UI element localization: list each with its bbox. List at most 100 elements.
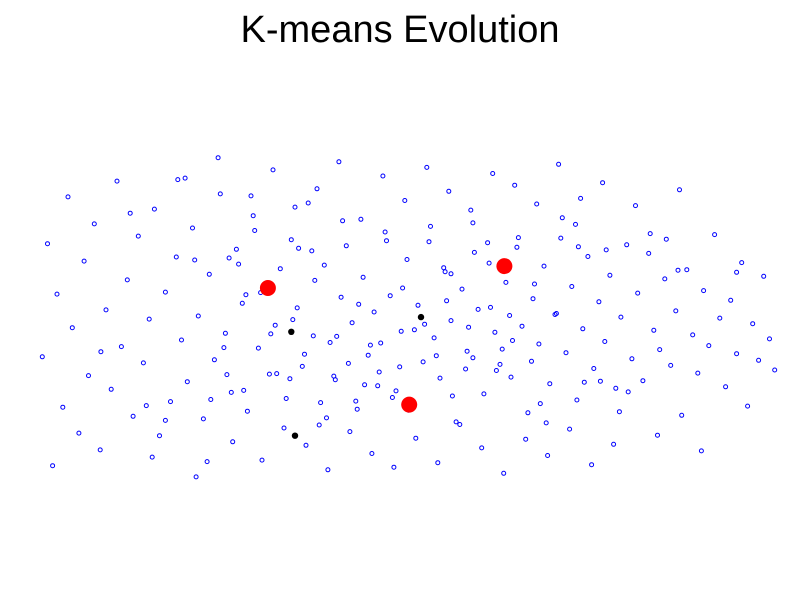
data-point: [103, 307, 109, 313]
data-point: [97, 447, 103, 453]
data-point: [471, 249, 477, 255]
data-point: [248, 193, 254, 199]
data-point: [444, 298, 450, 304]
data-point: [537, 401, 543, 407]
data-point: [69, 325, 75, 331]
data-point: [193, 474, 199, 480]
data-point: [305, 200, 311, 206]
data-point: [433, 353, 439, 359]
data-point: [206, 271, 212, 277]
data-point: [600, 180, 606, 186]
data-point: [400, 285, 406, 291]
data-point: [492, 329, 498, 335]
data-point: [310, 333, 316, 339]
data-point: [581, 379, 587, 385]
data-point: [135, 233, 141, 239]
data-point: [519, 323, 525, 329]
data-point: [302, 351, 307, 357]
data-point: [525, 410, 531, 416]
centroid-marker: [259, 280, 276, 296]
data-point: [98, 349, 104, 355]
data-point: [215, 155, 221, 161]
data-point: [529, 358, 534, 364]
data-point: [558, 235, 564, 241]
data-point: [312, 277, 318, 283]
data-point: [288, 237, 294, 243]
data-point: [536, 341, 542, 347]
data-point: [675, 267, 681, 273]
data-point: [200, 416, 206, 422]
data-point: [266, 371, 272, 377]
data-point: [651, 327, 657, 333]
data-point: [501, 470, 507, 476]
data-point: [217, 191, 223, 197]
data-point: [239, 300, 245, 306]
data-point: [255, 345, 261, 351]
data-point: [281, 425, 287, 431]
data-point: [515, 235, 521, 241]
data-point: [575, 244, 581, 250]
data-point: [745, 403, 751, 409]
data-point: [573, 221, 578, 227]
data-point: [578, 195, 584, 201]
data-point: [756, 357, 762, 363]
data-point: [108, 386, 114, 392]
data-point: [446, 188, 452, 194]
data-point: [140, 360, 146, 366]
data-point: [442, 269, 448, 275]
data-point: [553, 311, 559, 316]
data-point: [233, 246, 239, 252]
centroid-marker: [496, 258, 513, 275]
data-point: [340, 218, 346, 224]
data-point: [499, 346, 505, 352]
data-point: [463, 366, 469, 372]
data-point: [712, 232, 718, 238]
data-point: [316, 422, 322, 428]
data-point: [459, 286, 465, 292]
data-point: [195, 313, 201, 319]
data-point: [314, 186, 320, 192]
data-point: [283, 396, 289, 401]
data-point: [761, 273, 767, 279]
data-point: [448, 318, 454, 324]
data-point: [559, 215, 565, 221]
data-point: [668, 362, 674, 368]
data-point: [563, 350, 569, 356]
data-point: [596, 299, 602, 305]
data-point: [190, 225, 195, 231]
data-point: [647, 231, 653, 237]
data-point: [393, 388, 399, 394]
data-point: [734, 351, 740, 357]
data-point: [640, 378, 646, 384]
data-point: [547, 381, 553, 387]
data-point: [420, 359, 426, 365]
data-point: [236, 261, 242, 267]
data-point: [545, 453, 551, 458]
data-point: [663, 236, 669, 242]
data-point: [143, 403, 149, 409]
data-point: [173, 254, 179, 260]
data-point: [441, 265, 447, 271]
data-point: [343, 243, 349, 249]
data-point: [277, 266, 283, 272]
data-point: [415, 302, 421, 308]
data-point: [750, 321, 756, 327]
data-point: [510, 338, 515, 343]
data-point: [331, 373, 337, 379]
data-point: [679, 412, 685, 418]
data-point: [431, 335, 437, 341]
data-point: [611, 441, 617, 447]
data-point: [65, 194, 71, 200]
data-point: [114, 178, 120, 184]
data-point: [380, 173, 386, 179]
previous-centroid-marker: [417, 313, 425, 321]
data-point: [580, 326, 586, 332]
data-point: [81, 258, 87, 264]
data-point: [252, 228, 258, 233]
data-point: [127, 210, 133, 216]
data-point: [157, 433, 162, 439]
data-point: [382, 229, 388, 235]
previous-centroids: [288, 313, 425, 439]
data-point: [309, 248, 315, 254]
